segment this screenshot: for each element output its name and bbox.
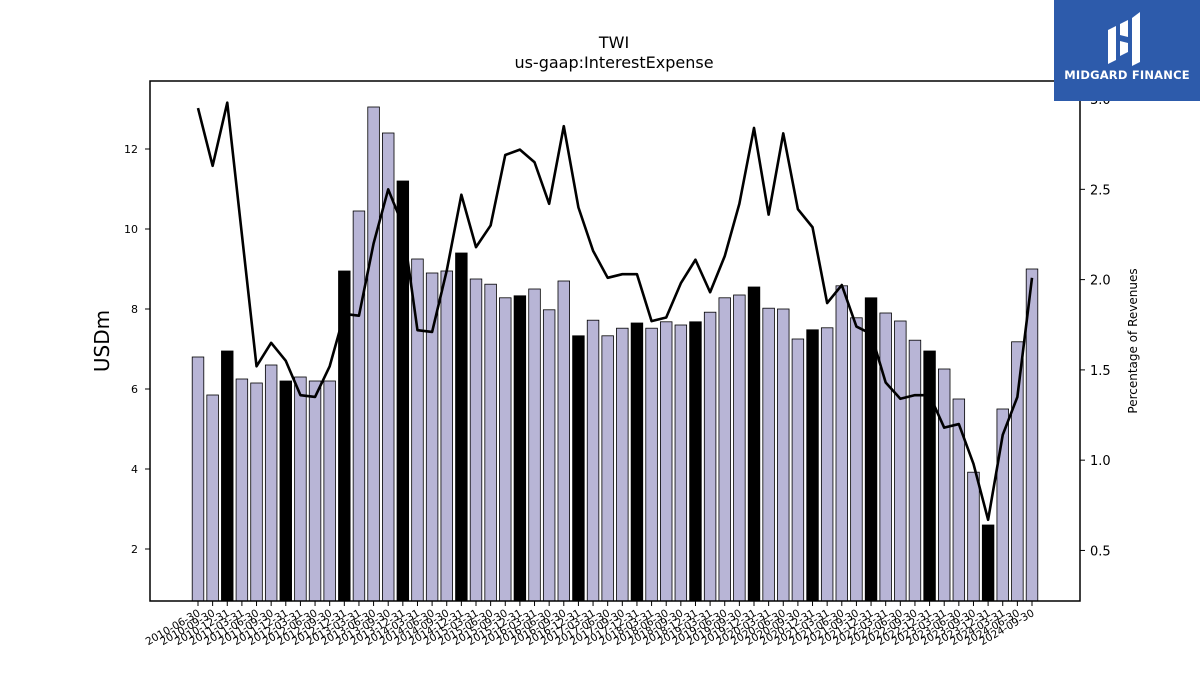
bar-2013-03-31 (352, 210, 366, 602)
bar-2011-03-31 (235, 378, 249, 602)
bar-2021-09-30 (850, 317, 863, 602)
bar-2013-12-31 (396, 180, 410, 602)
bar-2017-09-30 (616, 327, 629, 602)
bar-2020-03-31 (762, 307, 775, 602)
brand-name: MIDGARD FINANCE (1064, 68, 1190, 82)
bar-2019-06-30 (718, 297, 731, 602)
bar-2014-06-30 (425, 272, 439, 602)
bar-2016-12-31 (572, 335, 585, 602)
plot-frame (149, 80, 1081, 602)
y2-tick-label: 2.5 (1090, 183, 1111, 198)
bar-2015-06-30 (484, 283, 497, 602)
bar-2012-03-31 (294, 376, 307, 602)
bar-2017-06-30 (601, 335, 614, 602)
bar-2020-12-31 (806, 329, 819, 602)
bar-2016-09-30 (557, 280, 570, 602)
y2-tick-label: 1.0 (1090, 454, 1111, 469)
bar-2019-12-31 (747, 286, 761, 602)
y-tick-label: 10 (124, 223, 138, 236)
bar-2015-12-31 (513, 295, 527, 602)
bar-2011-09-30 (264, 364, 278, 602)
y-tick-label: 8 (131, 303, 138, 316)
line-percentage-of-revenues (196, 101, 1034, 522)
bar-2023-09-30 (967, 471, 980, 602)
bar-2010-12-31 (221, 350, 234, 602)
bar-2018-03-31 (645, 327, 658, 602)
bar-2020-09-30 (791, 338, 805, 602)
bar-2010-09-30 (206, 394, 219, 602)
bar-2011-06-30 (250, 382, 263, 602)
y-tick-label: 6 (131, 383, 138, 396)
bar-2016-06-30 (542, 309, 556, 602)
bar-2023-03-31 (938, 368, 951, 602)
bar-2020-06-30 (777, 308, 790, 602)
bar-2012-09-30 (323, 380, 336, 602)
y2-tick-label: 2.0 (1090, 274, 1111, 289)
y-axis-right: 0.51.01.52.02.53.0 (1080, 93, 1111, 559)
bar-2010-06-30 (191, 356, 205, 602)
bar-2023-12-31 (981, 524, 995, 602)
bar-2012-06-30 (308, 380, 322, 602)
y-axis-left: 2 4 6 8 10 12 (124, 143, 150, 556)
bar-2015-03-31 (469, 278, 483, 602)
brand-logo: MIDGARD FINANCE (1054, 0, 1200, 101)
bar-2023-06-30 (952, 398, 966, 602)
bar-2017-03-31 (586, 319, 600, 602)
bar-2024-06-30 (1011, 341, 1024, 602)
bar-2018-06-30 (660, 321, 673, 602)
y2-tick-label: 1.5 (1090, 364, 1111, 379)
bar-2017-12-31 (630, 322, 644, 602)
y2-tick-label: 0.5 (1090, 544, 1111, 559)
bar-2022-06-30 (894, 320, 907, 602)
y-axis-label: USDm (90, 310, 114, 372)
y-tick-label: 12 (124, 143, 138, 156)
bar-2012-12-31 (338, 270, 351, 602)
bar-2021-06-30 (835, 285, 848, 602)
bar-2018-12-31 (689, 321, 702, 602)
bar-2022-12-31 (923, 350, 936, 602)
bar-2019-09-30 (733, 294, 746, 602)
brand-mark-icon (1108, 12, 1140, 66)
bar-2022-03-31 (879, 312, 892, 602)
bar-2018-09-30 (674, 324, 688, 602)
bar-2016-03-31 (528, 288, 541, 602)
bar-2011-12-31 (279, 380, 292, 602)
bar-2015-09-30 (499, 297, 512, 602)
y-tick-label: 4 (131, 463, 138, 476)
x-axis: 2010-06-302010-09-302010-12-312011-03-31… (144, 601, 1037, 648)
bar-2019-03-31 (703, 311, 717, 602)
chart-subtitle: us-gaap:InterestExpense (514, 53, 713, 72)
y-tick-label: 2 (131, 543, 138, 556)
line-series (196, 101, 1034, 522)
bar-2013-06-30 (367, 106, 380, 602)
bar-series (191, 106, 1039, 602)
bar-2021-03-31 (820, 327, 834, 602)
y2-axis-label: Percentage of Revenues (1126, 268, 1140, 413)
bar-2014-12-31 (455, 252, 468, 602)
bar-2022-09-30 (908, 339, 922, 602)
bar-2014-09-30 (440, 270, 453, 602)
chart-title: TWI (598, 33, 629, 52)
